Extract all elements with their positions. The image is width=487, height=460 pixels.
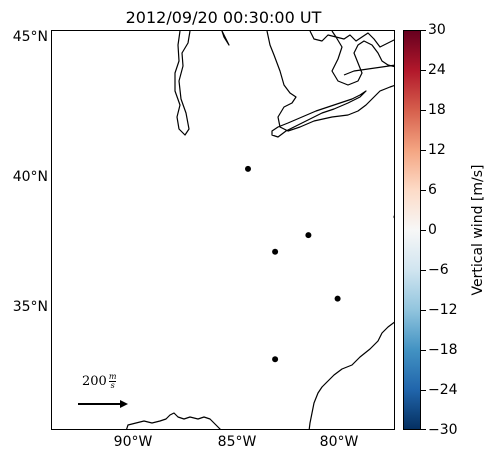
lon-tick-label-80w: 80°W <box>319 434 359 450</box>
colorbar-tick-mark <box>421 150 426 151</box>
reference-arrow-unit-num: m <box>108 372 117 381</box>
lake-michigan-shoreline <box>174 31 191 136</box>
lake-huron-shoreline <box>309 31 394 86</box>
map-canvas <box>78 31 394 429</box>
atlantic-coastline <box>308 321 394 429</box>
colorbar-tick-mark <box>421 390 426 391</box>
gulf-coastline <box>126 412 221 429</box>
lat-tick-label-40: 40°N <box>12 169 48 185</box>
colorbar-tick-label: −18 <box>428 342 458 358</box>
colorbar <box>403 30 421 430</box>
lat-tick-label-45: 45°N <box>12 29 48 45</box>
colorbar-tick-mark <box>421 350 426 351</box>
lon-tick-label-90w: 90°W <box>113 434 153 450</box>
colorbar-tick-mark <box>421 30 426 31</box>
map-plot-area <box>51 30 395 430</box>
colorbar-tick-mark <box>421 270 426 271</box>
lake-erie-shoreline <box>271 90 367 138</box>
colorbar-tick-mark <box>421 429 426 430</box>
colorbar-tick-label: −12 <box>428 302 458 318</box>
michigan-shoreline <box>266 31 394 132</box>
colorbar-tick-label: 6 <box>428 182 437 198</box>
lake-superior-shoreline <box>331 31 394 48</box>
station-marker-0 <box>245 165 251 172</box>
station-marker-4 <box>272 356 279 363</box>
colorbar-tick-label: −6 <box>428 262 449 278</box>
reference-arrow-value: 200 <box>82 374 107 389</box>
green-bay-shoreline <box>221 31 230 46</box>
colorbar-title: Vertical wind [m/s] <box>470 164 486 296</box>
colorbar-tick-label: −24 <box>428 382 458 398</box>
reference-arrow-unit-den: s <box>108 381 117 390</box>
stations-layer <box>245 165 341 363</box>
map-title: 2012/09/20 00:30:00 UT <box>125 8 322 27</box>
colorbar-tick-label: 24 <box>428 62 446 78</box>
lake-ontario-shoreline <box>343 64 394 76</box>
colorbar-tick-label: 12 <box>428 142 446 158</box>
virginia-coastline <box>393 215 394 219</box>
colorbar-tick-label: 30 <box>428 22 446 38</box>
reference-arrow-label: 200 m s <box>82 372 117 390</box>
colorbar-tick-mark <box>421 70 426 71</box>
reference-arrow <box>78 400 128 408</box>
colorbar-tick-mark <box>421 310 426 311</box>
lat-tick-label-35: 35°N <box>12 299 48 315</box>
station-marker-2 <box>272 248 279 255</box>
lon-tick-label-85w: 85°W <box>217 434 257 450</box>
colorbar-tick-label: 0 <box>428 222 437 238</box>
colorbar-tick-mark <box>421 190 426 191</box>
station-marker-3 <box>334 295 341 302</box>
colorbar-tick-label: 18 <box>428 102 446 118</box>
colorbar-tick-label: −30 <box>428 422 458 438</box>
station-marker-1 <box>305 232 312 239</box>
colorbar-tick-mark <box>421 230 426 231</box>
colorbar-tick-mark <box>421 110 426 111</box>
reference-arrow-head <box>120 400 128 408</box>
